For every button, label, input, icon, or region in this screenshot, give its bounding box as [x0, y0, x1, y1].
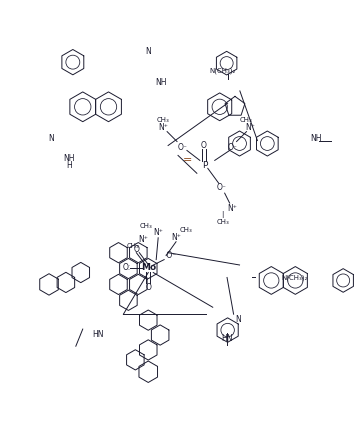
Text: O⁻: O⁻ [178, 143, 188, 152]
Text: |: | [222, 211, 224, 218]
Text: N: N [48, 134, 54, 143]
Text: N: N [235, 314, 241, 324]
Text: N(CH₃)₂: N(CH₃)₂ [282, 274, 308, 281]
Text: N: N [145, 47, 151, 56]
Text: N⁺: N⁺ [171, 233, 181, 242]
Text: =: = [183, 155, 193, 165]
Text: CH₃: CH₃ [216, 219, 229, 225]
Text: O⁻: O⁻ [228, 143, 238, 152]
Text: O: O [134, 245, 139, 254]
Text: NH: NH [155, 78, 167, 88]
Text: CH₃: CH₃ [157, 117, 170, 123]
Text: HN: HN [221, 333, 232, 343]
Text: CH₃: CH₃ [127, 243, 140, 249]
Text: N⁺: N⁺ [138, 235, 148, 244]
Text: H: H [66, 161, 72, 170]
Text: N⁺: N⁺ [245, 123, 255, 132]
Text: O:: O: [122, 263, 131, 272]
Text: NH: NH [310, 134, 322, 143]
Text: O: O [201, 141, 207, 150]
Text: NH: NH [63, 154, 75, 163]
Text: P: P [202, 161, 208, 170]
Text: N⁺: N⁺ [228, 203, 238, 213]
Text: N⁺: N⁺ [153, 228, 163, 237]
Text: CH₃: CH₃ [240, 117, 253, 123]
Text: ·O⁻: ·O⁻ [164, 251, 176, 260]
Text: N(CH₃)₂: N(CH₃)₂ [209, 67, 236, 74]
Text: CH₃: CH₃ [140, 223, 153, 229]
Text: N⁺: N⁺ [158, 123, 168, 132]
Text: CH₃: CH₃ [179, 227, 192, 233]
Text: O⁻: O⁻ [217, 183, 227, 192]
Text: HN: HN [92, 330, 103, 338]
Text: O: O [145, 283, 151, 292]
Text: Mo: Mo [141, 263, 156, 272]
